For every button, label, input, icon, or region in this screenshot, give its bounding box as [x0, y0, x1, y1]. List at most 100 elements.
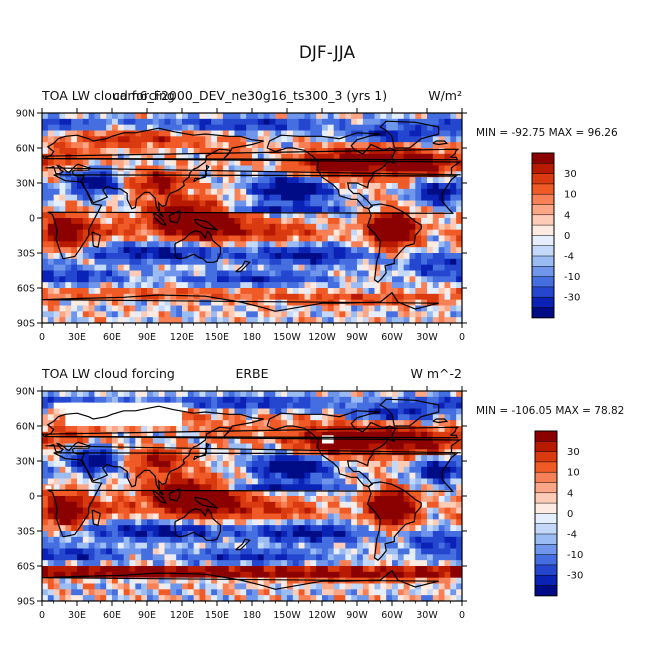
field-cell [222, 258, 230, 266]
field-cell [65, 253, 72, 260]
field-cell [112, 223, 119, 231]
field-cell [386, 519, 393, 526]
field-cell [170, 519, 177, 526]
field-cell [205, 299, 212, 306]
field-cell [327, 124, 335, 131]
colorbar-swatch [532, 183, 554, 195]
field-cell [427, 536, 434, 544]
field-cell [77, 113, 84, 120]
field-cell [444, 478, 451, 485]
field-cell [345, 414, 352, 421]
field-cell [147, 177, 154, 184]
field-cell [217, 136, 224, 143]
field-cell [316, 293, 323, 301]
field-cell [199, 478, 206, 485]
field-cell [42, 513, 49, 520]
field-cell [205, 437, 212, 444]
field-cell [106, 466, 113, 474]
field-cell [240, 484, 247, 491]
field-cell [456, 484, 462, 491]
field-cell [333, 282, 340, 289]
field-cell [339, 188, 346, 196]
field-cell [228, 288, 235, 295]
field-cell [316, 270, 323, 277]
field-cell [158, 183, 165, 190]
field-cell [362, 461, 370, 468]
field-cell [386, 148, 393, 155]
field-cell [322, 466, 329, 474]
field-cell [59, 305, 66, 312]
field-cell [456, 311, 462, 318]
field-cell [362, 443, 370, 450]
field-cell [59, 293, 66, 301]
field-cell [42, 571, 49, 579]
field-cell [252, 188, 259, 196]
field-cell [444, 431, 451, 439]
field-cell [368, 206, 375, 213]
field-cell [316, 408, 323, 415]
field-cell [42, 408, 49, 415]
field-cell [123, 218, 130, 225]
field-cell [421, 124, 428, 131]
field-cell [106, 548, 113, 555]
field-cell [438, 253, 445, 260]
field-cell [374, 542, 381, 549]
field-cell [392, 560, 399, 567]
field-cell [77, 490, 84, 497]
field-cell [263, 171, 270, 178]
field-cell [228, 519, 235, 526]
field-cell [158, 484, 165, 491]
field-cell [316, 212, 323, 219]
field-cell [386, 455, 393, 462]
field-cell [252, 484, 259, 491]
field-cell [65, 437, 72, 444]
field-cell [263, 426, 270, 433]
field-cell [106, 478, 113, 485]
field-cell [304, 484, 311, 491]
field-cell [409, 223, 416, 231]
field-cell [415, 466, 422, 474]
field-cell [392, 206, 399, 213]
x-tick-label: 30E [68, 332, 86, 343]
field-cell [415, 566, 422, 573]
field-cell [106, 519, 113, 526]
field-cell [82, 461, 90, 468]
field-cell [182, 536, 189, 544]
coastline [266, 132, 397, 210]
field-cell [322, 113, 329, 120]
field-cell [368, 247, 375, 254]
field-cell [65, 223, 72, 231]
field-cell [187, 560, 195, 567]
field-cell [222, 270, 230, 277]
field-cell [310, 229, 317, 236]
field-cell [397, 223, 405, 231]
field-cell [438, 501, 445, 509]
field-cell [409, 113, 416, 120]
field-cell [94, 241, 101, 248]
field-cell [287, 183, 294, 190]
field-cell [129, 118, 136, 126]
field-cell [182, 311, 189, 318]
field-cell [322, 554, 329, 561]
field-cell [333, 420, 340, 427]
field-cell [82, 437, 90, 444]
field-cell [158, 124, 165, 131]
field-cell [246, 525, 253, 532]
field-cell [409, 560, 416, 567]
field-cell [292, 153, 300, 161]
field-cell [386, 253, 393, 260]
field-cell [281, 288, 288, 295]
field-cell [263, 531, 270, 538]
field-cell [106, 188, 113, 196]
field-cell [193, 235, 200, 242]
field-cell [123, 177, 130, 184]
field-cell [444, 241, 451, 248]
field-cell [182, 124, 189, 131]
field-cell [310, 253, 317, 260]
field-cell [141, 142, 148, 149]
field-cell [403, 247, 410, 254]
field-cell [129, 188, 136, 196]
field-cell [339, 171, 346, 178]
field-cell [42, 253, 49, 260]
field-cell [421, 420, 428, 427]
